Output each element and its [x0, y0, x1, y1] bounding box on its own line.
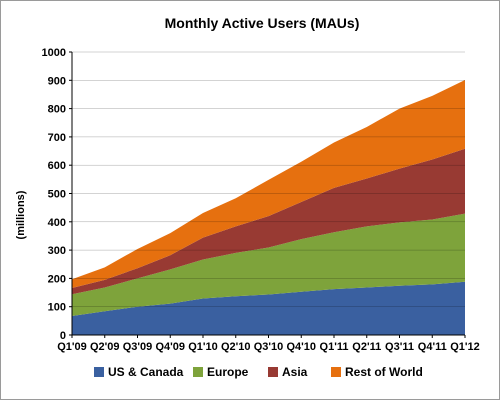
y-tick-label: 600: [48, 160, 66, 172]
y-tick-label: 900: [48, 75, 66, 87]
x-tick-label: Q2'09: [90, 341, 120, 353]
area-asia: [72, 148, 465, 295]
y-tick-label: 100: [48, 302, 66, 314]
x-tick-label: Q1'09: [57, 341, 87, 353]
area-us-canada: [72, 281, 465, 335]
x-tick-label: Q1'11: [320, 341, 349, 353]
legend-item-rest-of-world: Rest of World: [331, 365, 423, 379]
x-tick-label: Q1'12: [450, 341, 480, 353]
legend-swatch: [193, 367, 203, 377]
legend-swatch: [268, 367, 278, 377]
y-tick-label: 1000: [42, 47, 66, 59]
area-rest-of-world: [72, 80, 465, 289]
y-tick-label: 400: [48, 217, 66, 229]
legend-swatch: [94, 367, 104, 377]
legend-item-europe: Europe: [193, 365, 249, 379]
legend-item-asia: Asia: [268, 365, 308, 379]
x-tick-label: Q4'10: [286, 341, 316, 353]
x-tick-label: Q2'10: [221, 341, 251, 353]
y-tick-label: 200: [48, 273, 66, 285]
area-europe: [72, 213, 465, 317]
x-tick-label: Q1'10: [188, 341, 218, 353]
x-tick-label: Q4'11: [418, 341, 447, 353]
legend-label: Europe: [207, 365, 249, 379]
y-tick-label: 0: [60, 330, 66, 342]
x-tick-label: Q3'10: [254, 341, 284, 353]
x-tick-label: Q2'11: [352, 341, 381, 353]
legend: US & Canada Europe Asia Rest of World: [94, 365, 423, 379]
y-tick-label: 800: [48, 104, 66, 116]
legend-label: Asia: [282, 365, 308, 379]
legend-swatch: [331, 367, 341, 377]
y-axis-label: (millions): [15, 190, 27, 239]
x-tick-label: Q3'11: [385, 341, 414, 353]
y-tick-label: 700: [48, 132, 66, 144]
legend-item-us-canada: US & Canada: [94, 365, 184, 379]
y-tick-label: 500: [48, 189, 66, 201]
legend-label: US & Canada: [108, 365, 184, 379]
legend-label: Rest of World: [345, 365, 423, 379]
x-tick-label: Q4'09: [155, 341, 185, 353]
y-tick-label: 300: [48, 245, 66, 257]
x-tick-label: Q3'09: [123, 341, 153, 353]
chart-title: Monthly Active Users (MAUs): [165, 15, 360, 31]
